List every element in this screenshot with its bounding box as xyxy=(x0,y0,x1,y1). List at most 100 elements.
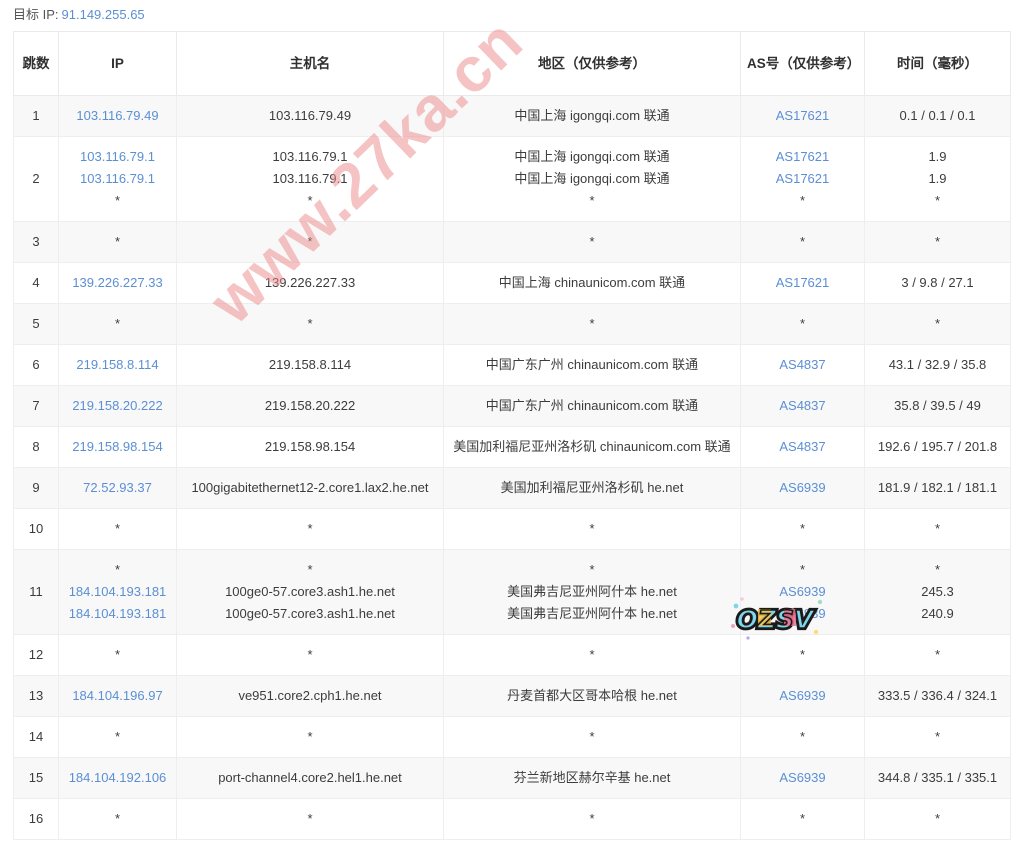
column-header-location: 地区（仅供参考） xyxy=(443,31,741,96)
cell-ip: 103.116.79.49 xyxy=(58,95,177,137)
cell-link[interactable]: AS17621 xyxy=(775,171,830,186)
cell-line: * xyxy=(307,193,313,208)
cell-time: 43.1 / 32.9 / 35.8 xyxy=(864,344,1011,386)
timeout-marker: * xyxy=(799,234,806,249)
cell-line: * xyxy=(307,316,313,331)
cell-line: 103.116.79.1 xyxy=(272,171,348,186)
cell-link[interactable]: 219.158.8.114 xyxy=(76,357,159,372)
cell-link[interactable]: AS6939 xyxy=(779,480,826,495)
cell-link[interactable]: AS4837 xyxy=(779,439,826,454)
cell-line: 181.9 / 182.1 / 181.1 xyxy=(877,480,998,495)
table-row: 16 * * * * * xyxy=(13,798,1011,840)
cell-link[interactable]: 219.158.20.222 xyxy=(72,398,163,413)
cell-line: * xyxy=(307,562,313,577)
cell-hostname: * 100ge0-57.core3.ash1.he.net 100ge0-57.co… xyxy=(176,549,444,635)
cell-ip: 219.158.20.222 xyxy=(58,385,177,427)
cell-link[interactable]: 103.116.79.1 xyxy=(80,149,155,164)
cell-ip: * xyxy=(58,221,177,263)
cell-line: 103.116.79.1 xyxy=(272,149,348,164)
cell-hostname: * xyxy=(176,508,444,550)
cell-line: 219.158.98.154 xyxy=(264,439,356,454)
cell-as-number: AS4837 xyxy=(740,426,865,468)
cell-hop: 10 xyxy=(13,508,59,550)
cell-hostname: 103.116.79.1 103.116.79.1 * xyxy=(176,136,444,222)
cell-as-number: AS17621 xyxy=(740,262,865,304)
cell-hostname: 103.116.79.49 xyxy=(176,95,444,137)
table-row: 7 219.158.20.222 219.158.20.222 中国广东广州 chin… xyxy=(13,385,1011,427)
cell-line: 美国弗吉尼亚州阿什本 he.net xyxy=(507,584,677,599)
cell-time: * xyxy=(864,221,1011,263)
table-row: 11 * 184.104.193.181 184.104.193.181 * 100ge0… xyxy=(13,549,1011,635)
cell-link[interactable]: AS6939 xyxy=(779,584,826,599)
cell-ip: 72.52.93.37 xyxy=(58,467,177,509)
cell-time: 35.8 / 39.5 / 49 xyxy=(864,385,1011,427)
column-header-time: 时间（毫秒） xyxy=(864,31,1011,96)
cell-ip: 219.158.8.114 xyxy=(58,344,177,386)
cell-ip: * xyxy=(58,303,177,345)
cell-location: 中国上海 igongqi.com 联通 xyxy=(443,95,741,137)
cell-line: 0.1 / 0.1 / 0.1 xyxy=(899,108,976,123)
cell-line: 美国加利福尼亚州洛杉矶 he.net xyxy=(500,480,684,495)
cell-as-number: * xyxy=(740,716,865,758)
cell-ip: 139.226.227.33 xyxy=(58,262,177,304)
cell-line: 中国上海 igongqi.com 联通 xyxy=(514,108,670,123)
table-row: 6 219.158.8.114 219.158.8.114 中国广东广州 chinau… xyxy=(13,344,1011,386)
table-row: 4 139.226.227.33 139.226.227.33 中国上海 chinau… xyxy=(13,262,1011,304)
cell-line: 139.226.227.33 xyxy=(264,275,356,290)
cell-link[interactable]: AS6939 xyxy=(779,688,826,703)
target-ip-value[interactable]: 91.149.255.65 xyxy=(61,7,145,22)
cell-hostname: ve951.core2.cph1.he.net xyxy=(176,675,444,717)
traceroute-table: 跳数 IP 主机名 地区（仅供参考） AS号（仅供参考） 时间（毫秒） 1 103… xyxy=(13,31,1011,840)
cell-time: 0.1 / 0.1 / 0.1 xyxy=(864,95,1011,137)
traceroute-table-wrap: 跳数 IP 主机名 地区（仅供参考） AS号（仅供参考） 时间（毫秒） 1 103… xyxy=(13,31,1011,840)
cell-line: * xyxy=(307,234,313,249)
cell-hop: 2 xyxy=(13,136,59,222)
cell-ip: 184.104.196.97 xyxy=(58,675,177,717)
cell-link[interactable]: 184.104.193.181 xyxy=(68,584,167,599)
cell-link[interactable]: AS4837 xyxy=(779,398,826,413)
cell-location: * xyxy=(443,716,741,758)
cell-line: 103.116.79.49 xyxy=(268,108,352,123)
cell-line: * xyxy=(934,316,941,331)
cell-line: * xyxy=(307,521,313,536)
cell-link[interactable]: AS17621 xyxy=(775,149,830,164)
cell-ip: * xyxy=(58,634,177,676)
cell-line: 192.6 / 195.7 / 201.8 xyxy=(877,439,998,454)
cell-hostname: 219.158.8.114 xyxy=(176,344,444,386)
table-header-row: 跳数 IP 主机名 地区（仅供参考） AS号（仅供参考） 时间（毫秒） xyxy=(13,31,1011,96)
cell-line: * xyxy=(589,234,595,249)
cell-line: * xyxy=(589,316,595,331)
cell-ip: 219.158.98.154 xyxy=(58,426,177,468)
cell-as-number: AS4837 xyxy=(740,344,865,386)
cell-line: * xyxy=(307,729,313,744)
cell-hop: 16 xyxy=(13,798,59,840)
cell-as-number: AS6939 xyxy=(740,757,865,799)
cell-location: * xyxy=(443,303,741,345)
cell-line: 1.9 xyxy=(928,171,947,186)
cell-hostname: 219.158.20.222 xyxy=(176,385,444,427)
cell-time: 192.6 / 195.7 / 201.8 xyxy=(864,426,1011,468)
table-row: 8 219.158.98.154 219.158.98.154 美国加利福尼亚州洛杉矶… xyxy=(13,426,1011,468)
cell-link[interactable]: 103.116.79.1 xyxy=(80,171,155,186)
cell-link[interactable]: 184.104.196.97 xyxy=(72,688,163,703)
cell-hostname: 139.226.227.33 xyxy=(176,262,444,304)
table-row: 9 72.52.93.37 100gigabitethernet12-2.core1… xyxy=(13,467,1011,509)
cell-link[interactable]: AS6939 xyxy=(779,770,826,785)
cell-hostname: * xyxy=(176,221,444,263)
cell-link[interactable]: 219.158.98.154 xyxy=(72,439,163,454)
cell-link[interactable]: 103.116.79.49 xyxy=(76,108,159,123)
cell-link[interactable]: AS17621 xyxy=(775,275,830,290)
cell-link[interactable]: 139.226.227.33 xyxy=(72,275,163,290)
cell-hop: 5 xyxy=(13,303,59,345)
cell-link[interactable]: AS6939 xyxy=(779,606,826,621)
cell-hostname: * xyxy=(176,634,444,676)
timeout-marker: * xyxy=(114,729,121,744)
cell-time: 181.9 / 182.1 / 181.1 xyxy=(864,467,1011,509)
cell-link[interactable]: 72.52.93.37 xyxy=(83,480,152,495)
cell-link[interactable]: 184.104.192.106 xyxy=(68,770,167,785)
cell-link[interactable]: AS4837 xyxy=(779,357,826,372)
cell-location: 美国加利福尼亚州洛杉矶 he.net xyxy=(443,467,741,509)
cell-link[interactable]: AS17621 xyxy=(775,108,830,123)
cell-link[interactable]: 184.104.193.181 xyxy=(68,606,167,621)
timeout-marker: * xyxy=(114,521,121,536)
